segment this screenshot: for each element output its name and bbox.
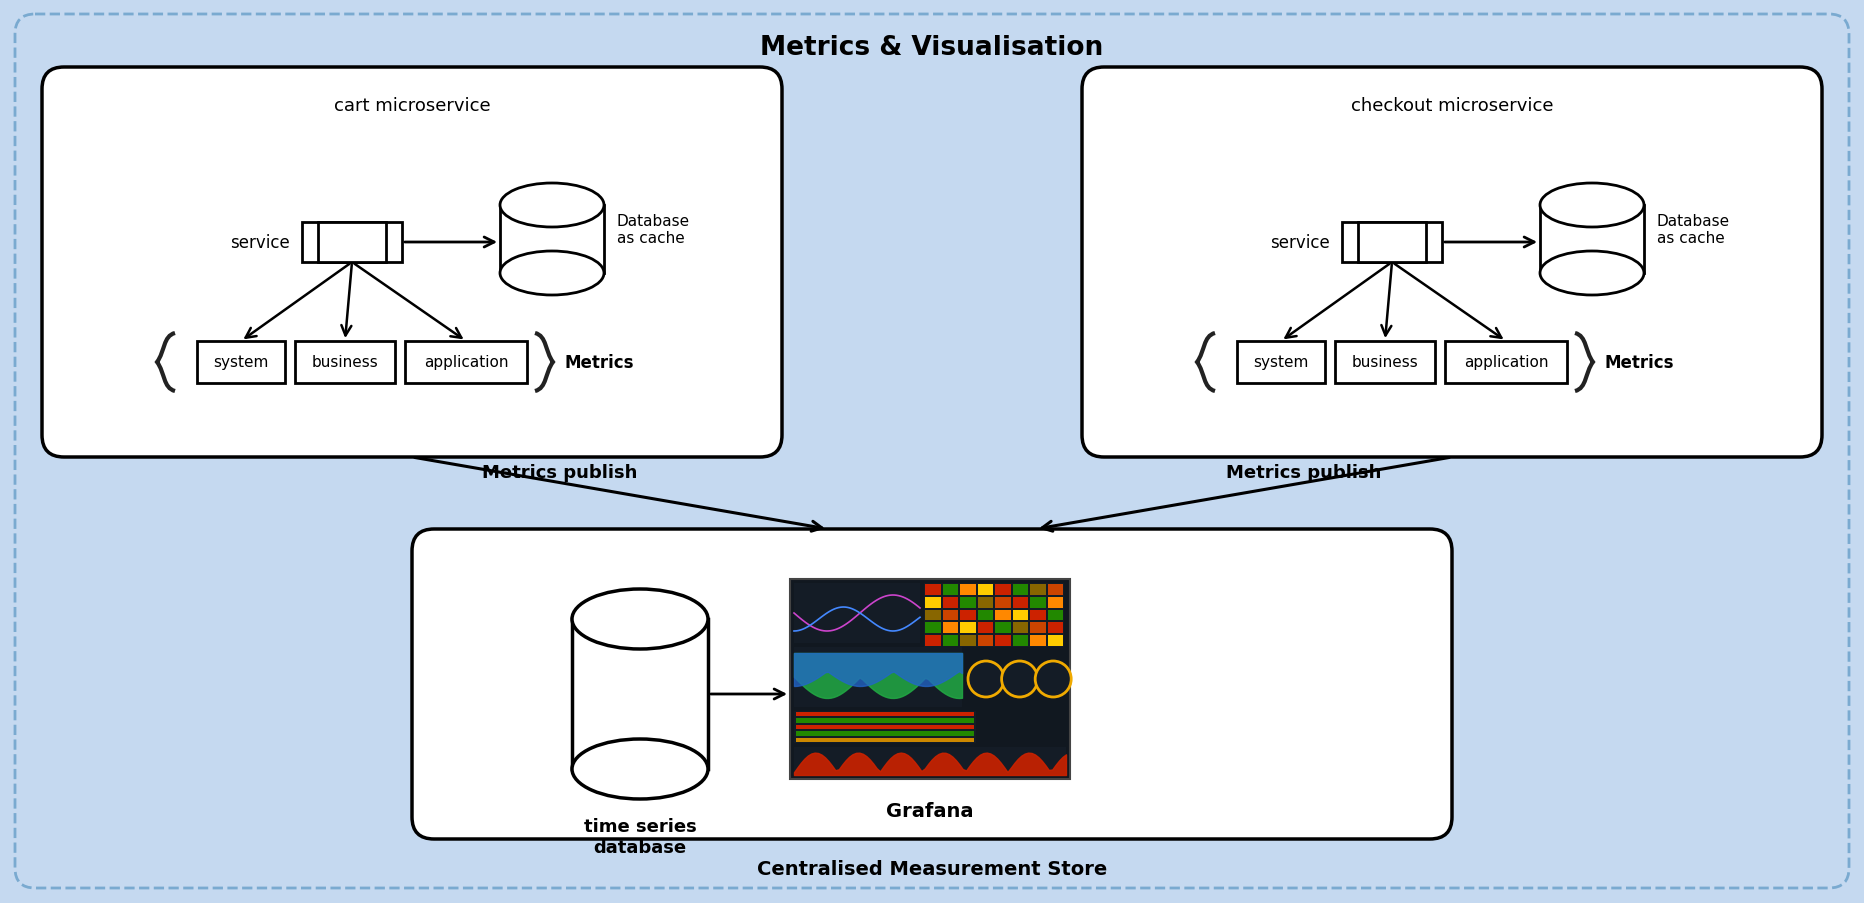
Ellipse shape: [1540, 252, 1644, 295]
Bar: [794, 647, 962, 707]
Bar: [796, 731, 975, 736]
Bar: [1359, 223, 1426, 263]
Bar: [1048, 623, 1062, 634]
Bar: [1048, 597, 1062, 608]
Bar: [960, 610, 977, 620]
Bar: [1012, 636, 1029, 647]
Ellipse shape: [1540, 184, 1644, 228]
Bar: [796, 719, 975, 723]
FancyBboxPatch shape: [15, 15, 1849, 888]
Text: Metrics: Metrics: [565, 354, 634, 372]
Text: Metrics: Metrics: [1605, 354, 1674, 372]
Bar: [796, 725, 975, 730]
Bar: [1012, 584, 1029, 595]
Bar: [1012, 610, 1029, 620]
Bar: [979, 597, 994, 608]
Bar: [995, 597, 1010, 608]
Ellipse shape: [500, 252, 604, 295]
Bar: [995, 636, 1010, 647]
Ellipse shape: [500, 184, 604, 228]
Bar: [943, 636, 958, 647]
FancyBboxPatch shape: [1081, 68, 1821, 458]
Bar: [295, 341, 395, 384]
Bar: [319, 223, 386, 263]
Bar: [790, 580, 1070, 779]
Text: business: business: [1351, 355, 1419, 370]
Bar: [925, 636, 941, 647]
Bar: [1445, 341, 1568, 384]
Bar: [960, 623, 977, 634]
Text: service: service: [1269, 234, 1331, 252]
Bar: [1342, 223, 1443, 263]
Text: service: service: [231, 234, 291, 252]
Text: application: application: [1463, 355, 1549, 370]
Bar: [979, 636, 994, 647]
Bar: [1238, 341, 1325, 384]
Text: Centralised Measurement Store: Centralised Measurement Store: [757, 860, 1107, 879]
Bar: [794, 712, 977, 743]
Bar: [1048, 610, 1062, 620]
Text: business: business: [311, 355, 378, 370]
Bar: [995, 584, 1010, 595]
Bar: [1048, 584, 1062, 595]
Ellipse shape: [572, 740, 708, 799]
Bar: [995, 610, 1010, 620]
Bar: [1012, 623, 1029, 634]
Text: Database
as cache: Database as cache: [617, 214, 690, 246]
Bar: [1012, 597, 1029, 608]
Bar: [943, 584, 958, 595]
Text: checkout microservice: checkout microservice: [1351, 97, 1553, 115]
Text: system: system: [1253, 355, 1309, 370]
Circle shape: [1035, 661, 1072, 697]
Text: application: application: [423, 355, 509, 370]
Bar: [1540, 206, 1644, 274]
Text: time series
database: time series database: [583, 817, 697, 856]
Bar: [943, 597, 958, 608]
Bar: [925, 583, 1064, 647]
Text: Metrics publish: Metrics publish: [1227, 463, 1381, 481]
Bar: [925, 623, 941, 634]
Text: Database
as cache: Database as cache: [1657, 214, 1730, 246]
Bar: [979, 610, 994, 620]
Bar: [794, 583, 921, 643]
FancyBboxPatch shape: [412, 529, 1452, 839]
Text: Metrics publish: Metrics publish: [483, 463, 637, 481]
Bar: [796, 738, 975, 742]
Bar: [995, 623, 1010, 634]
Bar: [1031, 610, 1046, 620]
Bar: [1335, 341, 1435, 384]
Text: cart microservice: cart microservice: [334, 97, 490, 115]
Bar: [960, 636, 977, 647]
Bar: [1031, 597, 1046, 608]
Bar: [1031, 636, 1046, 647]
Bar: [960, 584, 977, 595]
Bar: [925, 584, 941, 595]
Bar: [794, 747, 1066, 775]
Bar: [404, 341, 528, 384]
Bar: [500, 206, 604, 274]
Bar: [572, 619, 708, 769]
Bar: [1048, 636, 1062, 647]
Bar: [979, 623, 994, 634]
Text: system: system: [212, 355, 268, 370]
Circle shape: [1001, 661, 1038, 697]
Ellipse shape: [572, 590, 708, 649]
Bar: [925, 610, 941, 620]
Bar: [943, 610, 958, 620]
Bar: [925, 597, 941, 608]
Bar: [302, 223, 403, 263]
Bar: [1031, 584, 1046, 595]
Bar: [198, 341, 285, 384]
Bar: [1031, 623, 1046, 634]
Bar: [960, 597, 977, 608]
Bar: [796, 712, 975, 717]
FancyBboxPatch shape: [43, 68, 783, 458]
Circle shape: [967, 661, 1005, 697]
Text: Grafana: Grafana: [885, 801, 973, 820]
Bar: [943, 623, 958, 634]
Text: Metrics & Visualisation: Metrics & Visualisation: [761, 35, 1103, 61]
Bar: [979, 584, 994, 595]
